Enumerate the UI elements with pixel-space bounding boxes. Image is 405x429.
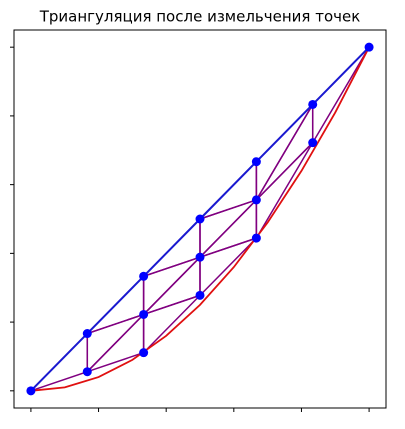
point [308,99,318,109]
point [139,348,149,358]
point [82,329,92,339]
point [82,367,92,377]
point [139,271,149,281]
chart-title: Триангуляция после измельчения точек [39,8,361,26]
triangle-edge [199,237,257,298]
point [308,138,318,148]
point [195,290,205,300]
point [139,309,149,319]
point [364,42,374,52]
triangle-edge [199,199,257,260]
plot-frame [13,29,387,409]
point [195,214,205,224]
triangle-edge [142,294,201,355]
triangle-edge [143,255,201,316]
triangle-edge [86,313,145,374]
point [251,233,261,243]
curve [30,46,370,392]
point [195,252,205,262]
point [251,195,261,205]
triangle-edge [255,101,314,201]
point [251,157,261,167]
point [26,386,36,396]
